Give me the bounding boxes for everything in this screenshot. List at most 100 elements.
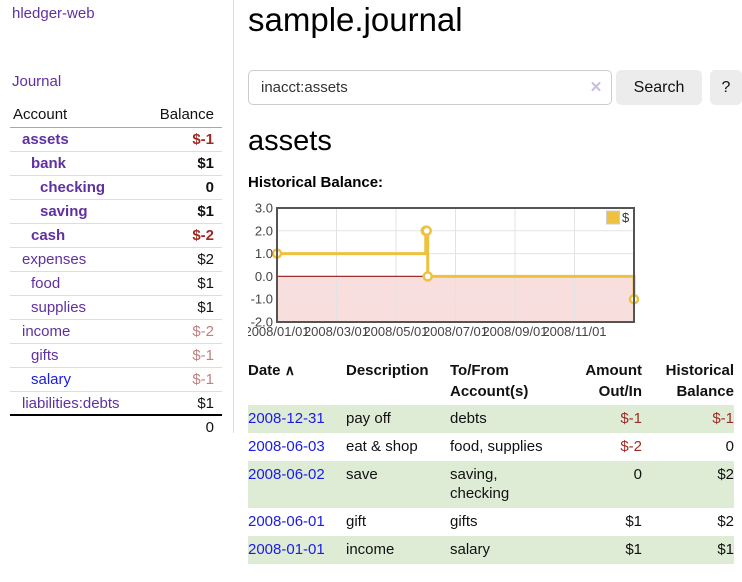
search-input[interactable] <box>248 70 612 105</box>
sort-ascending-icon: ∧ <box>284 362 295 378</box>
search-form: ✕ Search ? <box>248 70 742 106</box>
transaction-amount: 0 <box>633 466 642 483</box>
account-heading: assets <box>248 125 332 157</box>
account-balance: $1 <box>197 395 214 412</box>
svg-text:2008/05/01: 2008/05/01 <box>363 324 428 339</box>
account-row: gifts $-1 <box>10 344 222 368</box>
chart-label: Historical Balance: <box>248 174 384 191</box>
transaction-accounts: gifts <box>450 513 478 530</box>
main-content: sample.journal ✕ Search ? assets Histori… <box>244 0 742 582</box>
account-balance: $1 <box>197 299 214 316</box>
svg-text:1.0: 1.0 <box>255 246 273 261</box>
clear-search-icon[interactable]: ✕ <box>589 79 603 96</box>
transaction-amount: $-1 <box>620 410 642 427</box>
total-balance: 0 <box>205 419 214 436</box>
chart-legend-label: $ <box>622 210 630 225</box>
sidebar-item-journal[interactable]: Journal <box>12 73 62 90</box>
account-balance-table: Account Balance assets $-1 bank $1 checking 0… <box>10 103 222 440</box>
account-rows: assets $-1 bank $1 checking 0 saving $1 cash $-2 e… <box>10 128 222 416</box>
account-balance: $1 <box>197 203 214 220</box>
svg-text:2008/03/01: 2008/03/01 <box>304 324 369 339</box>
account-row: food $1 <box>10 272 222 296</box>
transaction-date-cell: 2008-06-03 <box>248 433 346 461</box>
transaction-date-link[interactable]: 2008-12-31 <box>248 410 325 427</box>
svg-text:2008/01/01: 2008/01/01 <box>248 324 310 339</box>
transaction-row: 2008-06-01 gift gifts $1 $2 <box>248 508 734 536</box>
svg-text:3.0: 3.0 <box>255 201 273 216</box>
account-balance: $-1 <box>192 371 214 388</box>
account-link-saving[interactable]: saving <box>40 203 88 220</box>
transaction-accounts: debts <box>450 410 487 427</box>
account-balance: $1 <box>197 275 214 292</box>
register-table: Date ∧ Description To/From Account(s) Am… <box>248 360 734 564</box>
amount-column-header: Amount Out/In <box>585 362 642 400</box>
account-link-expenses[interactable]: expenses <box>22 251 87 268</box>
account-link-income[interactable]: income <box>22 323 71 340</box>
svg-text:-1.0: -1.0 <box>251 292 273 307</box>
page-title: sample.journal <box>248 1 463 38</box>
register-rows: 2008-12-31 pay off debts $-1 $-1 2008-06-03 ea… <box>248 405 734 564</box>
transaction-date-link[interactable]: 2008-06-02 <box>248 466 325 483</box>
transaction-description: save <box>346 466 378 483</box>
balance-column-header: Historical Balance <box>665 362 734 400</box>
account-row: saving $1 <box>10 200 222 224</box>
transaction-date-cell: 2008-06-02 <box>248 461 346 508</box>
account-link-liabilities-debts[interactable]: liabilities:debts <box>22 395 120 412</box>
account-link-supplies[interactable]: supplies <box>31 299 87 316</box>
account-balance: $-1 <box>192 131 214 148</box>
svg-text:2008/09/01: 2008/09/01 <box>482 324 547 339</box>
svg-text:2.0: 2.0 <box>255 223 273 238</box>
svg-text:-2.0: -2.0 <box>251 315 273 330</box>
transaction-balance: $1 <box>717 541 734 558</box>
account-row: checking 0 <box>10 176 222 200</box>
help-button[interactable]: ? <box>710 70 742 105</box>
transaction-date-link[interactable]: 2008-06-03 <box>248 438 325 455</box>
transaction-accounts: salary <box>450 541 491 558</box>
balance-column-header: Balance <box>159 106 214 123</box>
account-balance: 0 <box>205 179 214 196</box>
transaction-date-link[interactable]: 2008-01-01 <box>248 541 325 558</box>
account-row: income $-2 <box>10 320 222 344</box>
svg-text:2008/07/01: 2008/07/01 <box>423 324 488 339</box>
sidebar-divider <box>233 0 234 433</box>
transaction-row: 2008-12-31 pay off debts $-1 $-1 <box>248 405 734 433</box>
sidebar: hledger-web Journal Account Balance asse… <box>0 0 233 582</box>
transaction-row: 2008-01-01 income salary $1 $1 <box>248 536 734 564</box>
transaction-date-link[interactable]: 2008-06-01 <box>248 513 325 530</box>
transaction-description: pay off <box>346 410 391 427</box>
svg-text:2008/11/01: 2008/11/01 <box>542 324 606 339</box>
account-link-bank[interactable]: bank <box>31 155 67 172</box>
search-button[interactable]: Search <box>616 70 702 105</box>
account-balance: $-2 <box>192 227 214 244</box>
account-link-assets[interactable]: assets <box>22 131 69 148</box>
account-row: supplies $1 <box>10 296 222 320</box>
transaction-date-cell: 2008-06-01 <box>248 508 346 536</box>
account-balance: $1 <box>197 155 214 172</box>
transaction-row: 2008-06-02 save saving, checking 0 $2 <box>248 461 734 508</box>
account-row: assets $-1 <box>10 128 222 152</box>
account-link-gifts[interactable]: gifts <box>31 347 59 364</box>
register-header: Date ∧ Description To/From Account(s) Am… <box>248 360 734 405</box>
brand-link[interactable]: hledger-web <box>12 5 95 22</box>
transaction-accounts: food, supplies <box>450 438 543 455</box>
account-row: cash $-2 <box>10 224 222 248</box>
transaction-row: 2008-06-03 eat & shop food, supplies $-2 0 <box>248 433 734 461</box>
account-row: liabilities:debts $1 <box>10 392 222 416</box>
transaction-description: eat & shop <box>346 438 418 455</box>
account-row: salary $-1 <box>10 368 222 392</box>
transaction-amount: $1 <box>625 541 642 558</box>
account-row: bank $1 <box>10 152 222 176</box>
transaction-accounts: saving, checking <box>450 466 510 502</box>
account-link-food[interactable]: food <box>31 275 61 292</box>
account-link-salary[interactable]: salary <box>31 371 72 388</box>
account-link-cash[interactable]: cash <box>31 227 66 244</box>
transaction-amount: $1 <box>625 513 642 530</box>
account-balance: $2 <box>197 251 214 268</box>
transaction-date-cell: 2008-12-31 <box>248 405 346 433</box>
accounts-column-header: To/From Account(s) <box>450 362 529 400</box>
account-link-checking[interactable]: checking <box>40 179 106 196</box>
account-balance: $-2 <box>192 323 214 340</box>
date-column-header[interactable]: Date ∧ <box>248 362 295 379</box>
transaction-description: gift <box>346 513 367 530</box>
transaction-balance: $2 <box>717 466 734 483</box>
